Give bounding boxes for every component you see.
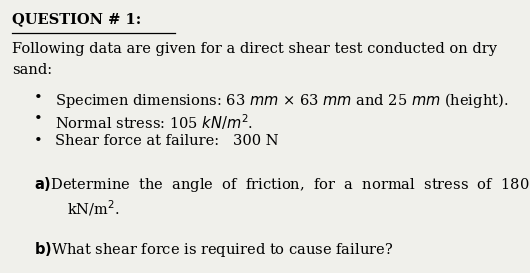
Text: Shear force at failure:   300 N: Shear force at failure: 300 N: [55, 134, 278, 148]
Text: Normal stress: 105 $\mathit{kN/m^2}$.: Normal stress: 105 $\mathit{kN/m^2}$.: [55, 112, 253, 132]
Text: kN/m$^2$.: kN/m$^2$.: [67, 198, 119, 218]
Text: sand:: sand:: [12, 63, 52, 77]
Text: $\mathbf{a)}$Determine  the  angle  of  friction,  for  a  normal  stress  of  1: $\mathbf{a)}$Determine the angle of fric…: [34, 175, 529, 194]
Text: Specimen dimensions: 63 $\mathit{mm}$ × 63 $\mathit{mm}$ and 25 $\mathit{mm}$ (h: Specimen dimensions: 63 $\mathit{mm}$ × …: [55, 91, 508, 110]
Text: •: •: [34, 134, 42, 148]
Text: •: •: [34, 91, 42, 105]
Text: •: •: [34, 112, 42, 126]
Text: $\mathbf{b)}$What shear force is required to cause failure?: $\mathbf{b)}$What shear force is require…: [34, 239, 393, 259]
Text: Following data are given for a direct shear test conducted on dry: Following data are given for a direct sh…: [12, 41, 497, 55]
Text: QUESTION # 1:: QUESTION # 1:: [12, 12, 142, 26]
